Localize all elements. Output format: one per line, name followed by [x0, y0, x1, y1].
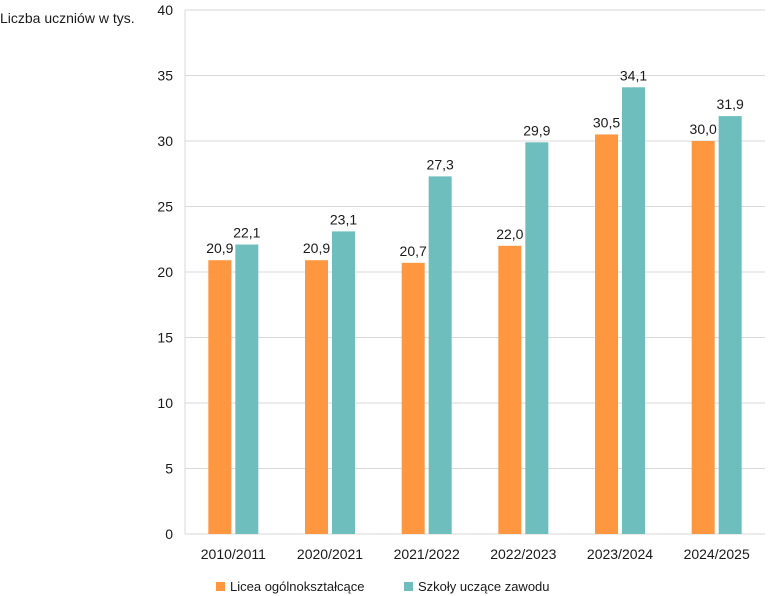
y-tick-label: 35 — [157, 68, 173, 84]
bar — [525, 142, 549, 534]
bar — [498, 245, 522, 535]
gridlines — [184, 9, 765, 535]
bars — [208, 87, 742, 535]
data-label: 30,0 — [690, 121, 717, 137]
legend-swatch — [216, 582, 225, 591]
bar — [332, 231, 355, 534]
x-tick-label: 2024/2025 — [684, 546, 750, 562]
x-tick-labels: 2010/2011 2020/2021 2021/2022 2022/2023 2023… — [201, 546, 750, 562]
y-tick-label: 5 — [165, 461, 173, 477]
bar — [691, 141, 715, 534]
data-label: 27,3 — [427, 156, 454, 172]
data-label: 20,7 — [400, 243, 427, 259]
bar — [622, 87, 645, 534]
x-tick-label: 2022/2023 — [490, 546, 556, 562]
y-tick-label: 40 — [157, 2, 173, 18]
bar — [595, 134, 618, 534]
data-label: 22,1 — [233, 224, 260, 240]
x-tick-label: 2023/2024 — [587, 546, 653, 562]
y-tick-labels: 0 5 10 15 20 25 30 35 40 — [157, 2, 173, 542]
data-label: 31,9 — [717, 96, 744, 112]
bar — [401, 262, 425, 534]
data-label: 29,9 — [523, 122, 550, 138]
y-axis-title: Liczba uczniów w tys. — [0, 10, 135, 26]
y-tick-label: 15 — [157, 330, 173, 346]
data-label: 23,1 — [330, 211, 357, 227]
legend-swatch — [404, 582, 413, 591]
data-label: 20,9 — [206, 240, 233, 256]
y-tick-label: 0 — [165, 526, 173, 542]
legend-label: Szkoły uczące zawodu — [418, 579, 550, 594]
y-tick-label: 25 — [157, 199, 173, 215]
data-label: 30,5 — [593, 114, 620, 130]
legend: Licea ogólnokształcące Szkoły uczące zawo… — [0, 576, 773, 596]
bar — [305, 260, 328, 534]
x-tick-label: 2010/2011 — [201, 546, 266, 562]
data-label: 22,0 — [496, 226, 523, 242]
legend-label: Licea ogólnokształcące — [230, 579, 365, 594]
bar — [208, 260, 232, 534]
data-labels: 20,922,120,923,120,727,322,029,9 30,534,1… — [206, 67, 744, 259]
bar — [235, 244, 259, 535]
legend-item: Licea ogólnokształcące — [216, 579, 364, 594]
bar — [718, 116, 742, 535]
data-label: 34,1 — [620, 67, 647, 83]
legend-item: Szkoły uczące zawodu — [404, 579, 550, 594]
x-tick-label: 2020/2021 — [297, 546, 363, 562]
y-tick-label: 20 — [157, 264, 173, 280]
y-tick-label: 10 — [157, 395, 173, 411]
data-label: 20,9 — [303, 240, 330, 256]
x-tick-label: 2021/2022 — [394, 546, 460, 562]
bar — [428, 176, 452, 534]
y-tick-label: 30 — [157, 133, 173, 149]
